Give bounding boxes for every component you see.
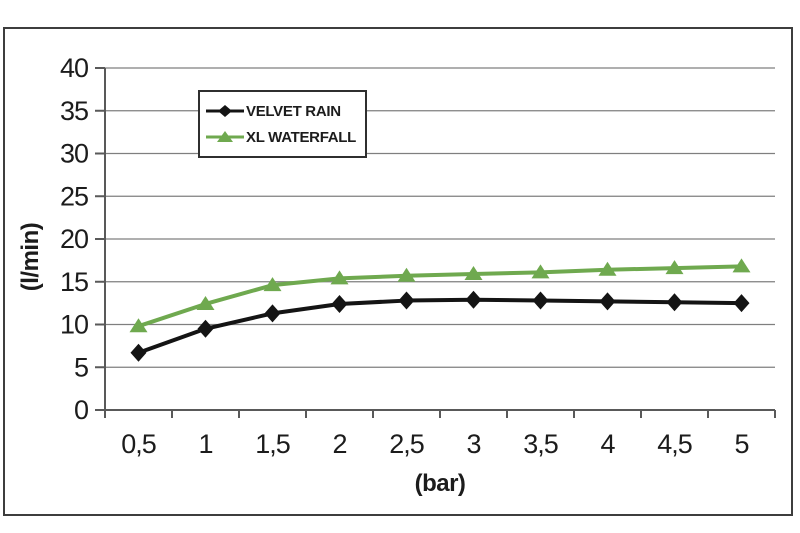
- chart-frame: [3, 27, 793, 516]
- svg-text:4,5: 4,5: [657, 429, 692, 459]
- svg-text:2,5: 2,5: [389, 429, 424, 459]
- triangle-marker-icon: [206, 131, 244, 142]
- svg-text:10: 10: [60, 310, 88, 340]
- svg-text:0,5: 0,5: [121, 429, 156, 459]
- svg-text:25: 25: [60, 181, 88, 211]
- svg-text:5: 5: [734, 429, 748, 459]
- x-axis-title: (bar): [414, 470, 466, 497]
- legend-row-velvet-rain: VELVET RAIN: [206, 102, 359, 120]
- legend-label-xl-waterfall: XL WATERFALL: [246, 128, 357, 146]
- diamond-marker-icon: [206, 105, 244, 117]
- svg-text:3,5: 3,5: [523, 429, 558, 459]
- svg-text:0: 0: [74, 395, 88, 425]
- svg-text:1: 1: [198, 429, 212, 459]
- legend-label-velvet-rain: VELVET RAIN: [246, 102, 341, 120]
- svg-text:20: 20: [60, 224, 88, 254]
- svg-text:35: 35: [60, 96, 88, 126]
- svg-text:30: 30: [60, 139, 88, 169]
- svg-text:3: 3: [466, 429, 480, 459]
- svg-text:5: 5: [74, 352, 88, 382]
- svg-text:1,5: 1,5: [255, 429, 290, 459]
- svg-text:2: 2: [332, 429, 346, 459]
- legend: VELVET RAIN XL WATERFALL: [198, 90, 367, 158]
- svg-text:15: 15: [60, 267, 88, 297]
- svg-text:40: 40: [60, 53, 88, 83]
- svg-text:4: 4: [600, 429, 615, 459]
- legend-row-xl-waterfall: XL WATERFALL: [206, 128, 359, 146]
- y-axis-title: (l/min): [17, 222, 44, 292]
